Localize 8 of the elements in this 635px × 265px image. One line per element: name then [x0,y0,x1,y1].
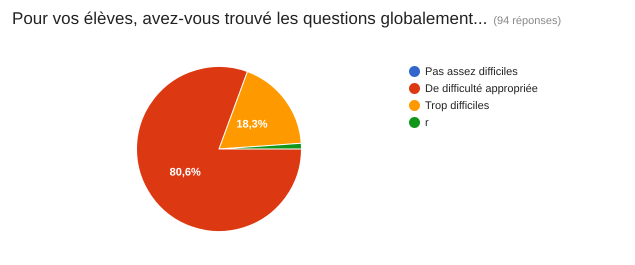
legend-label: Pas assez difficiles [425,66,518,78]
data-label: 80,6% [170,166,201,179]
legend-label: Trop difficiles [425,100,490,112]
data-label: 18,3% [236,118,268,130]
chart-subtitle: (94 réponses) [493,15,562,27]
chart-title: Pour vos élèves, avez-vous trouvé les questions globalement... [12,9,488,28]
legend-label: r [425,116,429,128]
legend-label: De difficulté appropriée [425,82,538,94]
